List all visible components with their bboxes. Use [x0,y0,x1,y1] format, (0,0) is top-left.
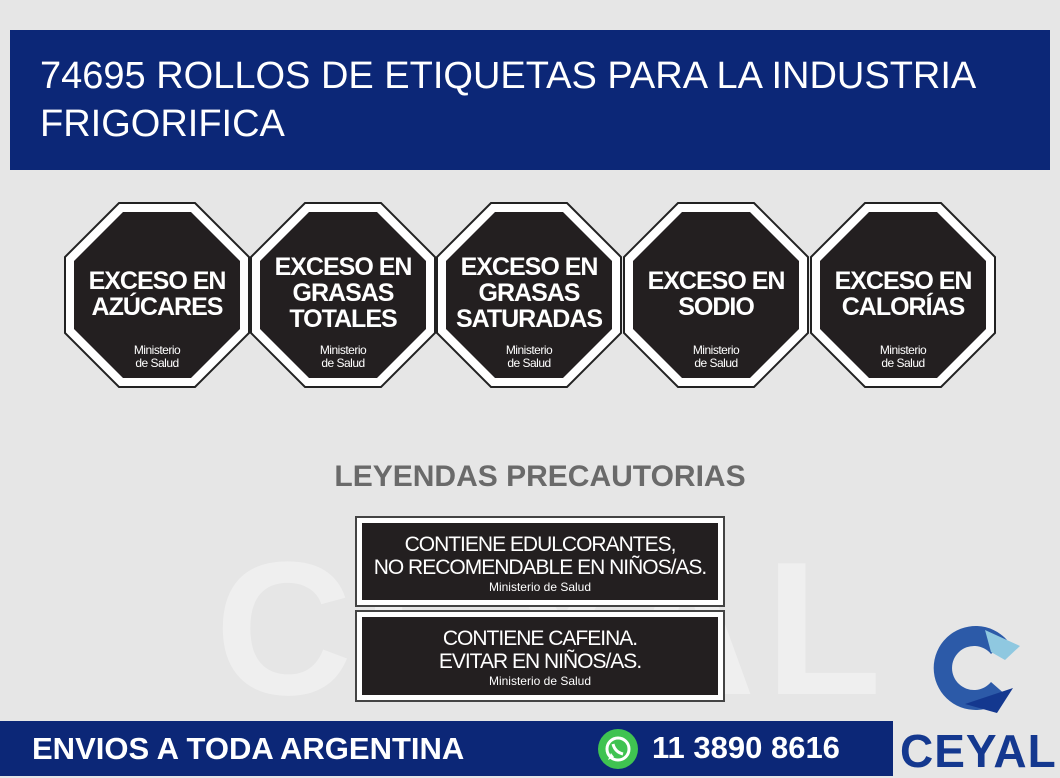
ministry-text: Ministerio de Salud [879,343,927,370]
octagon-shape [436,202,622,388]
ceyal-logo-icon [933,626,1020,713]
warning-line: CONTIENE CAFEINA. [442,627,638,650]
octagon-line: CALORÍAS [841,293,966,321]
octagon-seal: EXCESO EN SODIO Ministerio de Salud [623,202,809,388]
page-title: 74695 ROLLOS DE ETIQUETAS PARA LA INDUST… [40,55,975,145]
ministry-text: Ministerio de Salud [133,343,181,370]
octagon-shape [623,202,809,388]
ministry-text: Ministerio de Salud [505,343,553,370]
octagon-line: EXCESO EN [834,267,973,295]
octagon-line: SATURADAS [455,305,603,333]
ministry-text: Ministerio de Salud [488,580,592,594]
warning-line: CONTIENE EDULCORANTES, [404,533,677,556]
octagon-line: AZÚCARES [91,293,224,321]
brand-logo-text: CEYAL [900,725,1057,777]
octagon-line: EXCESO EN [460,253,599,281]
octagon-seal: EXCESO EN CALORÍAS Ministerio de Salud [810,202,996,388]
octagon-line: TOTALES [289,305,397,333]
whatsapp-icon[interactable] [598,729,638,769]
octagon-seal: EXCESO EN GRASAS TOTALES Ministerio de Salud [250,202,436,388]
octagon-seal: EXCESO EN AZÚCARES Ministerio de Salud [64,202,250,388]
phone-number[interactable]: 11 3890 8616 [652,730,840,765]
octagon-shape [810,202,996,388]
ministry-text: Ministerio de Salud [488,674,592,688]
octagon-text: EXCESO EN CALORÍAS [810,268,996,320]
title-banner: 74695 ROLLOS DE ETIQUETAS PARA LA INDUST… [10,30,1050,170]
warning-label-sweeteners: CONTIENE EDULCORANTES, NO RECOMENDABLE E… [355,516,725,607]
octagon-seal: EXCESO EN GRASAS SATURADAS Ministerio de Sal… [436,202,622,388]
ministry-text: Ministerio de Salud [319,343,367,370]
octagon-text: EXCESO EN GRASAS TOTALES [250,254,436,332]
octagon-text: EXCESO EN GRASAS SATURADAS [436,254,622,332]
octagon-line: GRASAS [478,279,581,307]
octagon-line: SODIO [678,293,755,321]
warning-label-caffeine: CONTIENE CAFEINA. EVITAR EN NIÑOS/AS. Mi… [355,610,725,702]
octagon-text: EXCESO EN AZÚCARES [64,268,250,320]
octagon-shape [250,202,436,388]
warning-line: NO RECOMENDABLE EN NIÑOS/AS. [373,556,708,579]
octagon-line: EXCESO EN [274,253,413,281]
warning-line: EVITAR EN NIÑOS/AS. [438,650,642,673]
octagon-line: EXCESO EN [88,267,227,295]
ministry-text: Ministerio de Salud [692,343,740,370]
section-heading: LEYENDAS PRECAUTORIAS [334,460,746,493]
octagon-text: EXCESO EN SODIO [623,268,809,320]
octagon-shape [64,202,250,388]
shipping-text: ENVIOS A TODA ARGENTINA [32,731,465,766]
octagon-line: GRASAS [292,279,395,307]
octagon-line: EXCESO EN [647,267,786,295]
footer-bar: ENVIOS A TODA ARGENTINA 11 3890 8616 [0,721,893,776]
